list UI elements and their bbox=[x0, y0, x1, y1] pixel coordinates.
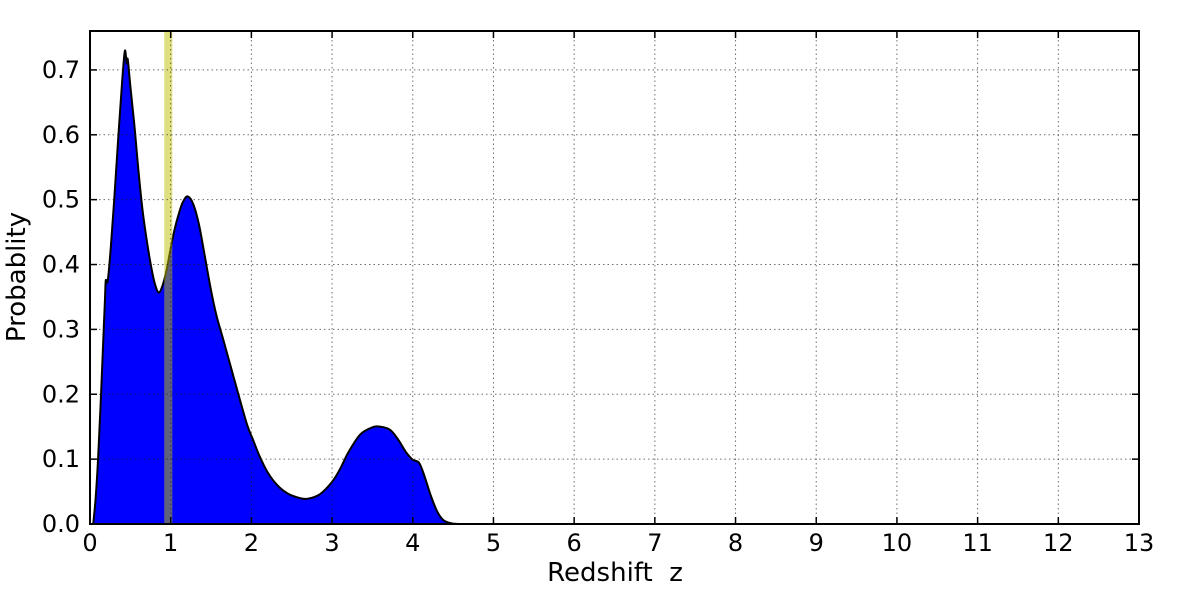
x-tick-label: 5 bbox=[486, 529, 501, 557]
grid-lines bbox=[90, 31, 1139, 524]
y-tick-label: 0.3 bbox=[42, 315, 80, 343]
x-tick-label: 1 bbox=[163, 529, 178, 557]
x-tick-label: 7 bbox=[647, 529, 662, 557]
x-tick-label: 0 bbox=[82, 529, 97, 557]
y-tick-label: 0.2 bbox=[42, 380, 80, 408]
highlight-band bbox=[164, 31, 173, 524]
y-axis-label: Probablity bbox=[2, 212, 32, 342]
x-tick-label: 10 bbox=[882, 529, 913, 557]
x-tick-label: 13 bbox=[1124, 529, 1155, 557]
axes-border bbox=[89, 30, 1140, 525]
y-tick-label: 0.5 bbox=[42, 186, 80, 214]
x-tick-label: 11 bbox=[962, 529, 993, 557]
x-tick-label: 9 bbox=[809, 529, 824, 557]
y-tick-label: 0.6 bbox=[42, 121, 80, 149]
x-tick-label: 3 bbox=[324, 529, 339, 557]
tick-labels: 0 1 2 3 4 5 6 7 8 9 10 11 12 130.00.10.20.30.40.50.60… bbox=[42, 56, 1154, 557]
x-tick-label: 4 bbox=[405, 529, 420, 557]
x-tick-label: 6 bbox=[567, 529, 582, 557]
x-tick-label: 12 bbox=[1043, 529, 1074, 557]
y-tick-label: 0.7 bbox=[42, 56, 80, 84]
x-tick-label: 8 bbox=[728, 529, 743, 557]
y-tick-label: 0.1 bbox=[42, 445, 80, 473]
y-tick-label: 0.0 bbox=[42, 510, 80, 538]
plot-background bbox=[90, 31, 1139, 524]
x-tick-label: 2 bbox=[244, 529, 259, 557]
y-tick-label: 0.4 bbox=[42, 251, 80, 279]
x-axis-label: Redshift z bbox=[547, 558, 683, 588]
plot-layers: 0 1 2 3 4 5 6 7 8 9 10 11 12 130.00.10.20.30.40.50.60… bbox=[42, 30, 1154, 557]
